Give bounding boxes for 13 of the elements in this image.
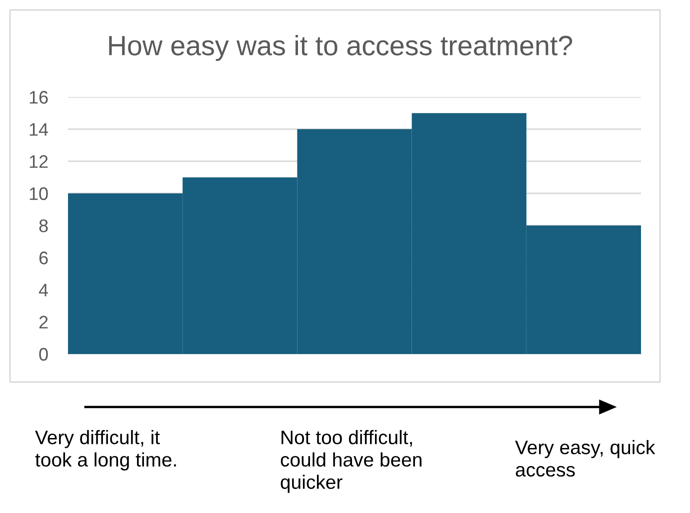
- y-tick-label: 4: [38, 284, 48, 296]
- chart-title: How easy was it to access treatment?: [109, 35, 572, 61]
- y-tick-label: 14: [30, 123, 48, 136]
- y-tick-label: 0: [39, 348, 48, 361]
- text: Very easy, quick access: [515, 440, 656, 477]
- y-tick-label: 16: [30, 90, 48, 104]
- y-tick-label: 6: [39, 252, 48, 264]
- y-tick-label: 10: [30, 187, 48, 200]
- text: Very difficult, it took a long time.: [35, 430, 176, 470]
- y-tick-label: 12: [30, 155, 48, 168]
- text: Not too difficult, could have been quicker: [280, 430, 422, 493]
- y-tick-label: 8: [39, 219, 48, 232]
- y-tick-label: 2: [39, 316, 48, 328]
